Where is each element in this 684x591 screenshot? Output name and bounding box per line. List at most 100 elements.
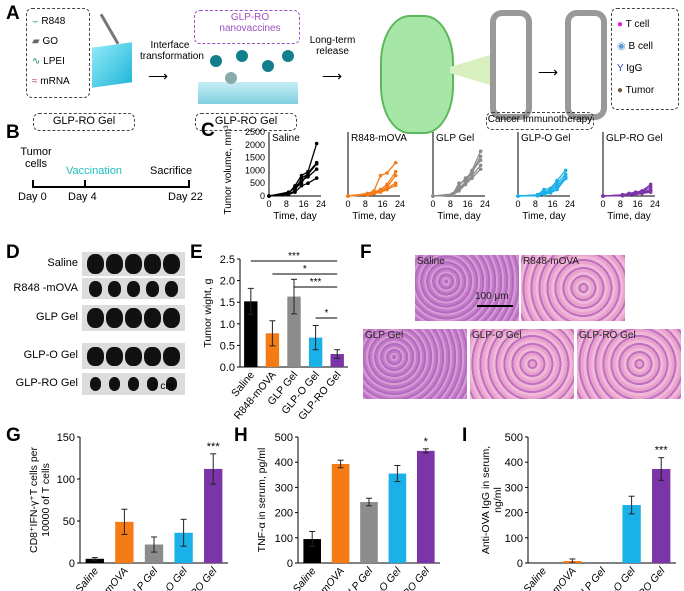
x-tick-label: 24 <box>650 199 660 209</box>
nanovaccines-label: GLP-RO nanovaccines <box>219 12 281 34</box>
data-point <box>548 191 553 195</box>
x-tick-label: GLP Gel <box>340 565 375 591</box>
bar <box>303 539 322 563</box>
tumor-photo-row <box>82 343 185 369</box>
y-tick-label: 1000 <box>245 165 265 175</box>
tumor-specimen <box>87 346 104 366</box>
data-point <box>542 187 546 192</box>
y-tick-label: 300 <box>275 482 293 494</box>
tumor-specimen <box>107 280 122 297</box>
x-tick-label: 16 <box>463 199 473 209</box>
tumor-specimen <box>145 280 160 297</box>
x-tick-label: Saline <box>73 565 101 591</box>
bar <box>174 532 193 563</box>
y-tick-label: 2000 <box>245 140 265 150</box>
ingredient-label: R848 <box>41 16 66 27</box>
gel-label-box-2 <box>195 113 297 131</box>
data-point <box>478 167 483 171</box>
gel-layer <box>198 82 298 104</box>
significance-label: * <box>324 308 328 319</box>
x-tick-label: 8 <box>363 199 368 209</box>
panel-label-i: I <box>462 425 468 446</box>
therapy-label: Cancer Immunotherapy <box>487 114 593 125</box>
tumor-specimen <box>126 280 141 297</box>
sacrifice-label: Sacrifice <box>150 165 193 177</box>
timeline-tick <box>84 180 86 187</box>
panel-label-b: B <box>6 122 20 143</box>
tumor-icon: ● <box>617 85 624 96</box>
x-tick-label: 8 <box>533 199 538 209</box>
tumor-row-label: GLP Gel <box>36 311 78 323</box>
bar <box>287 296 301 367</box>
bar <box>360 502 378 563</box>
panel-label-g: G <box>6 425 21 446</box>
tumor-photo-row <box>82 278 185 299</box>
nanovaccine-particle <box>262 60 274 72</box>
x-tick-label: GLP Gel <box>125 565 160 591</box>
series-line <box>517 178 567 197</box>
y-tick-label: 500 <box>250 178 265 188</box>
data-point <box>542 192 546 197</box>
tumor-specimen <box>108 377 121 391</box>
tumor-specimen <box>89 377 102 391</box>
significance-label: *** <box>655 445 669 457</box>
histology-label: Saline <box>417 256 445 267</box>
data-point <box>267 194 271 198</box>
data-point <box>393 160 398 165</box>
timeline-tick <box>188 180 190 187</box>
bar <box>244 301 258 367</box>
bar <box>388 473 407 563</box>
nanovaccines-box <box>194 10 300 44</box>
y-tick-label: 2.5 <box>220 254 235 266</box>
data-point <box>563 172 568 177</box>
day-label: Day 22 <box>168 191 203 203</box>
tumor-specimen <box>87 254 104 274</box>
histology-image: GLP-O Gel <box>470 329 574 399</box>
scale-bar <box>477 305 513 307</box>
x-tick-label: 16 <box>378 199 388 209</box>
data-point <box>378 173 383 178</box>
y-tick-label: 2.0 <box>220 276 235 288</box>
data-point <box>306 175 310 179</box>
tumor-specimen <box>164 280 179 297</box>
ingredients-legend: ⌣ R848 ▰ GO ∿ LPEI ≈ mRNA <box>32 12 70 92</box>
panel-label-e: E <box>190 242 203 263</box>
data-point <box>478 154 483 159</box>
bar <box>144 544 164 563</box>
tumor-specimen <box>125 346 142 366</box>
y-axis-title: TNF-α in serum, pg/ml <box>256 447 268 553</box>
tumor-specimen <box>163 346 180 366</box>
x-tick-label: 16 <box>299 199 309 209</box>
bar <box>331 463 350 563</box>
histology-label: R848-mOVA <box>523 256 579 267</box>
y-tick-label: 0 <box>517 558 523 570</box>
y-tick-label: 2500 <box>245 127 265 137</box>
histology-image: Saline 100 μm <box>415 255 519 321</box>
tumor-specimen <box>125 308 142 328</box>
histology-image: R848-mOVA <box>521 255 625 321</box>
data-point <box>393 173 398 178</box>
x-tick-label: Saline <box>291 565 319 591</box>
tumor-specimen <box>88 280 103 297</box>
t-cell-icon: ● <box>617 19 624 30</box>
data-point <box>299 183 304 188</box>
data-point <box>314 167 319 171</box>
y-axis-title: Tumor wight, g <box>202 278 214 348</box>
tumor-photo-row <box>82 305 185 331</box>
data-point <box>555 187 559 192</box>
x-tick-label: 8 <box>448 199 453 209</box>
y-tick-label: 400 <box>275 457 293 469</box>
gel-label-1: GLP-RO Gel <box>52 115 116 127</box>
go-sheet-icon: ▰ <box>32 36 40 47</box>
day-label: Day 4 <box>68 191 97 203</box>
y-tick-label: 50 <box>63 516 75 528</box>
panel-label-f: F <box>360 242 372 263</box>
x-axis-title: Time, day <box>607 211 651 222</box>
tumor-photo-row <box>82 373 185 395</box>
tumor-specimen <box>144 308 161 328</box>
histology-label: GLP-RO Gel <box>579 330 636 341</box>
y-tick-label: 0 <box>287 558 293 570</box>
bar <box>265 333 280 367</box>
arrow-icon: ⟶ <box>148 68 169 84</box>
tumor-row-label: R848 -mOVA <box>13 281 78 294</box>
